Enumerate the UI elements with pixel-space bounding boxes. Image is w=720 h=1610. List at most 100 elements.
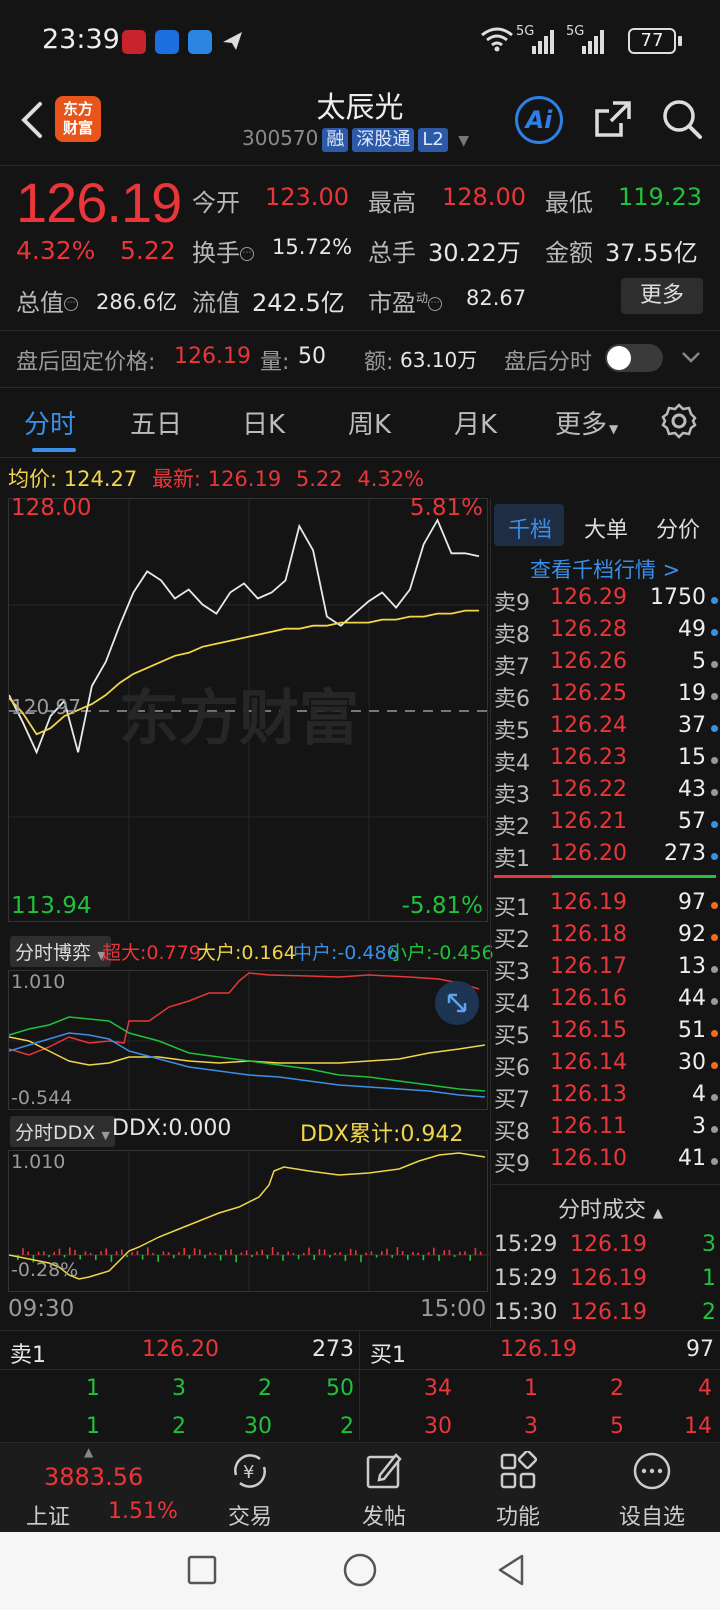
ask-row[interactable]: 卖6 126.25 19 [494, 681, 720, 713]
tab-depth[interactable]: 千档 [508, 518, 553, 543]
indicator-dropdown-2[interactable]: 分时DDX ▼ [10, 1116, 115, 1147]
trade-price: 126.19 [570, 1300, 647, 1325]
connect-tag: 深股通 [352, 128, 415, 152]
more-button[interactable]: 更多 [621, 278, 703, 314]
bid-row[interactable]: 买8 126.11 3 [494, 1114, 720, 1146]
chevron-down-icon[interactable] [680, 346, 702, 372]
tab-more[interactable]: 更多 ▼ [555, 410, 619, 440]
index-name: 上证 [26, 1505, 71, 1530]
ai-button[interactable]: Ai [515, 96, 563, 144]
ask-row[interactable]: 卖2 126.21 57 [494, 809, 720, 841]
trades-header[interactable]: 分时成交 ▲ [558, 1198, 664, 1223]
ddx-bar [240, 1252, 243, 1255]
view-depth-link[interactable]: 查看千档行情 > [530, 558, 681, 582]
nav-functions[interactable]: 功能 [446, 1443, 590, 1533]
order-type-dot [711, 934, 718, 941]
ask-row[interactable]: 卖3 126.22 43 [494, 777, 720, 809]
tab-weekly-k[interactable]: 周K [348, 410, 392, 440]
ask-row[interactable]: 卖7 126.26 5 [494, 649, 720, 681]
bid-row[interactable]: 买6 126.14 30 [494, 1050, 720, 1082]
level-volume: 13 [678, 954, 706, 979]
after-hours-toggle[interactable] [605, 344, 663, 372]
indicator-dropdown-1[interactable]: 分时博弈 ▼ [10, 936, 111, 967]
level-label: 买3 [494, 960, 530, 985]
order-type-dot [711, 902, 718, 909]
ask-row[interactable]: 卖8 126.28 49 [494, 617, 720, 649]
tab-big-orders[interactable]: 大单 [584, 518, 629, 543]
ddx-bar [95, 1255, 97, 1260]
home-icon[interactable] [342, 1552, 378, 1592]
caret-down-icon: ▼ [609, 422, 619, 436]
bid-row[interactable]: 买1 126.19 97 [494, 890, 720, 922]
order-type-dot [711, 1030, 718, 1037]
ddx-bar [448, 1249, 451, 1255]
level-label: 买2 [494, 928, 530, 953]
ask-row[interactable]: 卖9 126.29 1750 [494, 585, 720, 617]
bid-row[interactable]: 买7 126.13 4 [494, 1082, 720, 1114]
app-logo: 东方 财富 [55, 96, 101, 142]
back-nav-icon[interactable] [494, 1552, 530, 1592]
tab-monthly-k[interactable]: 月K [454, 410, 498, 440]
sub2-bottom: -0.28% [11, 1259, 79, 1281]
level-volume: 49 [678, 617, 706, 642]
queue-order-size: 3 [172, 1376, 186, 1401]
nav-trade[interactable]: ¥ 交易 [178, 1443, 322, 1533]
latest-pct: 4.32% [357, 467, 425, 491]
level-label: 买4 [494, 992, 530, 1017]
level-price: 126.18 [550, 922, 627, 947]
ddx-bar [297, 1255, 300, 1260]
nav-post[interactable]: 发帖 [312, 1443, 456, 1533]
ddx-bar [417, 1252, 419, 1255]
tab-price-dist[interactable]: 分价 [656, 518, 701, 543]
ask-row[interactable]: 卖5 126.24 37 [494, 713, 720, 745]
intraday-chart[interactable]: 东方财富 128.00 5.81% 120.97 113.94 -5.81% [8, 495, 489, 923]
back-button[interactable] [14, 98, 54, 142]
nav-add-watchlist[interactable]: 设自选 [580, 1443, 720, 1533]
sub2-top: 1.010 [11, 1151, 66, 1173]
ddx-bar [266, 1255, 269, 1259]
index-ticker[interactable]: ▲ 3883.56 上证 1.51% [0, 1443, 178, 1533]
ddx-bar [355, 1250, 357, 1255]
ddx-bar [48, 1255, 50, 1258]
legend-super-large: 超大:0.779 [102, 942, 201, 964]
order-type-dot [711, 1094, 718, 1101]
bid-row[interactable]: 买2 126.18 92 [494, 922, 720, 954]
bid-row[interactable]: 买5 126.15 51 [494, 1018, 720, 1050]
ddx-bars [17, 1247, 482, 1263]
stock-header: 东方 财富 太辰光 300570 融深股通 L2 ▼ Ai [0, 84, 720, 166]
bid-row[interactable]: 买3 126.17 13 [494, 954, 720, 986]
ask-row[interactable]: 卖4 126.23 15 [494, 745, 720, 777]
tab-timeshare[interactable]: 分时 [24, 410, 77, 440]
ddx-bar [230, 1249, 232, 1255]
bid-row[interactable]: 买9 126.10 41 [494, 1146, 720, 1178]
level-price: 126.11 [550, 1114, 627, 1139]
level-volume: 43 [678, 777, 706, 802]
share-icon[interactable] [591, 97, 635, 145]
stock-code-row[interactable]: 300570 融深股通 L2 ▼ [242, 126, 469, 152]
expand-icon[interactable] [435, 981, 479, 1025]
tab-daily-k[interactable]: 日K [242, 410, 286, 440]
order-type-dot [711, 1126, 718, 1133]
queue-order-size: 4 [698, 1376, 712, 1401]
level-volume: 97 [678, 890, 706, 915]
level-volume: 44 [678, 986, 706, 1011]
level-label: 卖8 [494, 623, 530, 648]
recent-apps-icon[interactable] [186, 1554, 218, 1590]
search-icon[interactable] [660, 97, 704, 145]
queue-order-size: 30 [424, 1414, 452, 1439]
level-price: 126.25 [550, 681, 627, 706]
svg-text:¥: ¥ [243, 1462, 254, 1483]
tab-five-day[interactable]: 五日 [130, 410, 183, 440]
ddx-chart[interactable]: 1.010 -0.28% [8, 1150, 489, 1293]
orderbook-tabs: 千档 大单 分价 [492, 504, 720, 548]
medium-line [9, 1032, 486, 1098]
level-volume: 41 [678, 1146, 706, 1171]
level-label: 买8 [494, 1120, 530, 1145]
index-value: 3883.56 [44, 1463, 144, 1491]
order-flow-svg [9, 971, 489, 1111]
ask-row[interactable]: 卖1 126.20 273 [494, 841, 720, 873]
level-label: 卖5 [494, 719, 530, 744]
settings-gear-icon[interactable] [660, 402, 698, 444]
order-flow-chart[interactable]: 1.010 -0.544 [8, 970, 489, 1111]
bid-row[interactable]: 买4 126.16 44 [494, 986, 720, 1018]
